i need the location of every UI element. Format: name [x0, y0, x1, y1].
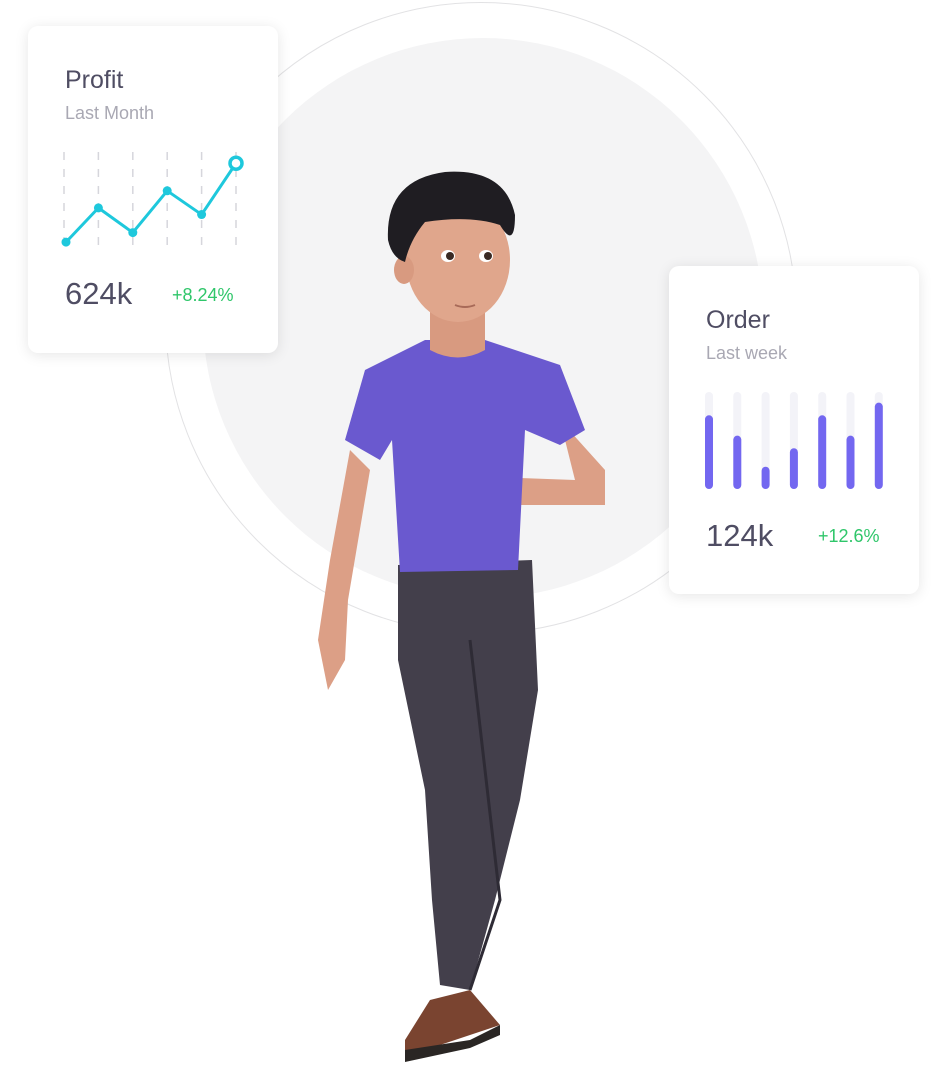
order-bar-chart: [705, 392, 883, 489]
profit-title: Profit: [65, 66, 124, 94]
data-point: [162, 186, 172, 196]
order-card: Order Last week 124k +12.6%: [669, 266, 919, 594]
bar: [705, 415, 713, 489]
profit-line-chart: [61, 152, 244, 247]
data-point: [228, 155, 244, 171]
profit-line: [64, 162, 238, 244]
bar: [846, 435, 855, 489]
order-subtitle: Last week: [706, 343, 788, 363]
profit-change: +8.24%: [172, 285, 234, 305]
profit-value: 624k: [65, 276, 133, 311]
person-illustration: [318, 171, 605, 1062]
bar: [818, 415, 827, 489]
data-point: [197, 210, 207, 220]
bar: [761, 466, 770, 489]
data-point: [128, 228, 138, 238]
bar: [874, 402, 883, 489]
bar: [789, 448, 798, 489]
order-title: Order: [706, 306, 770, 334]
order-value: 124k: [706, 518, 774, 553]
data-point: [61, 237, 71, 247]
bar-track: [761, 392, 770, 489]
profit-subtitle: Last Month: [65, 103, 155, 123]
order-change: +12.6%: [818, 526, 880, 546]
data-point: [93, 203, 103, 213]
profit-card: Profit Last Month 624k +8.24%: [28, 26, 278, 353]
bar: [733, 435, 742, 489]
